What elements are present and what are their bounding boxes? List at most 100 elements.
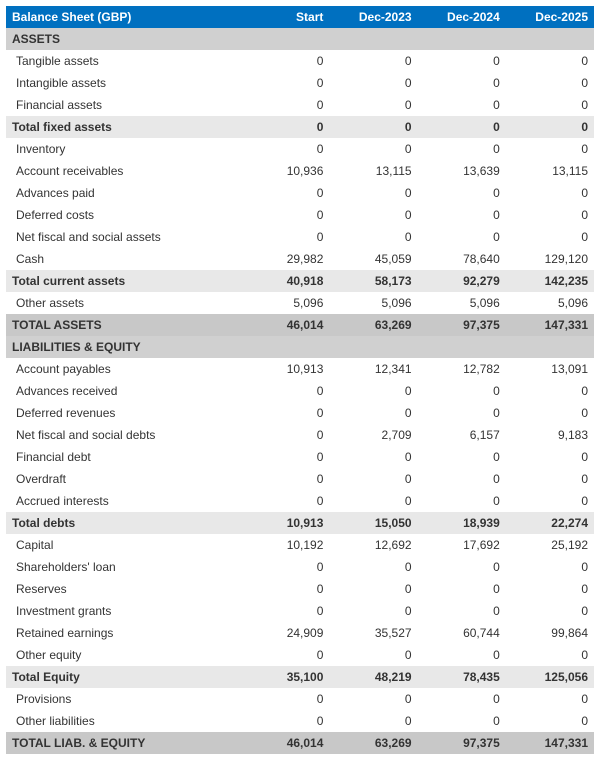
row-value: 0 xyxy=(418,446,506,468)
row-value: 0 xyxy=(418,490,506,512)
row-label: Account receivables xyxy=(6,160,241,182)
row-value: 12,341 xyxy=(329,358,417,380)
row-value: 0 xyxy=(418,50,506,72)
row-value: 60,744 xyxy=(418,622,506,644)
row-label: Intangible assets xyxy=(6,72,241,94)
row-value: 0 xyxy=(418,468,506,490)
row-value xyxy=(506,28,594,50)
row-value: 25,192 xyxy=(506,534,594,556)
row-label: Net fiscal and social debts xyxy=(6,424,241,446)
row-value: 9,183 xyxy=(506,424,594,446)
row-value: 45,059 xyxy=(329,248,417,270)
row-value: 15,050 xyxy=(329,512,417,534)
row-value: 0 xyxy=(506,688,594,710)
row-value: 0 xyxy=(418,116,506,138)
row-value: 13,091 xyxy=(506,358,594,380)
row-value: 0 xyxy=(506,578,594,600)
row-value: 0 xyxy=(506,380,594,402)
row-value: 0 xyxy=(418,94,506,116)
row-value: 0 xyxy=(418,380,506,402)
row-value: 0 xyxy=(506,138,594,160)
row-value: 125,056 xyxy=(506,666,594,688)
row-value: 0 xyxy=(329,182,417,204)
row-value: 5,096 xyxy=(241,292,329,314)
row-label: Advances received xyxy=(6,380,241,402)
row-value: 18,939 xyxy=(418,512,506,534)
row-value: 35,100 xyxy=(241,666,329,688)
row-value: 29,982 xyxy=(241,248,329,270)
row-value: 13,115 xyxy=(506,160,594,182)
row-label: Cash xyxy=(6,248,241,270)
row-label: Shareholders' loan xyxy=(6,556,241,578)
row-label: Total current assets xyxy=(6,270,241,292)
row-label: Total debts xyxy=(6,512,241,534)
row-label: Capital xyxy=(6,534,241,556)
table-row: Intangible assets0000 xyxy=(6,72,594,94)
row-value: 0 xyxy=(506,94,594,116)
table-row: Total Equity35,10048,21978,435125,056 xyxy=(6,666,594,688)
row-value: 0 xyxy=(329,688,417,710)
table-row: Cash29,98245,05978,640129,120 xyxy=(6,248,594,270)
table-row: Inventory0000 xyxy=(6,138,594,160)
table-row: Net fiscal and social assets0000 xyxy=(6,226,594,248)
table-row: Total debts10,91315,05018,93922,274 xyxy=(6,512,594,534)
row-value: 0 xyxy=(241,116,329,138)
row-value: 0 xyxy=(506,226,594,248)
row-label: Other assets xyxy=(6,292,241,314)
row-value: 12,782 xyxy=(418,358,506,380)
row-value: 10,192 xyxy=(241,534,329,556)
table-row: Account payables10,91312,34112,78213,091 xyxy=(6,358,594,380)
row-value: 5,096 xyxy=(329,292,417,314)
row-value: 0 xyxy=(418,138,506,160)
row-value: 0 xyxy=(241,402,329,424)
table-row: Total fixed assets0000 xyxy=(6,116,594,138)
row-value: 0 xyxy=(241,446,329,468)
row-value: 0 xyxy=(418,644,506,666)
table-row: Retained earnings24,90935,52760,74499,86… xyxy=(6,622,594,644)
table-row: Reserves0000 xyxy=(6,578,594,600)
row-value: 63,269 xyxy=(329,732,417,754)
row-value: 129,120 xyxy=(506,248,594,270)
row-value: 0 xyxy=(241,204,329,226)
table-row: TOTAL LIAB. & EQUITY46,01463,26997,37514… xyxy=(6,732,594,754)
row-value: 17,692 xyxy=(418,534,506,556)
row-value: 0 xyxy=(241,94,329,116)
table-row: Financial debt0000 xyxy=(6,446,594,468)
row-value: 0 xyxy=(241,50,329,72)
row-value: 63,269 xyxy=(329,314,417,336)
row-value: 0 xyxy=(329,710,417,732)
row-value: 13,639 xyxy=(418,160,506,182)
row-value: 147,331 xyxy=(506,732,594,754)
row-value: 0 xyxy=(506,644,594,666)
row-value: 10,913 xyxy=(241,358,329,380)
row-label: Deferred revenues xyxy=(6,402,241,424)
row-value: 0 xyxy=(241,490,329,512)
row-value: 0 xyxy=(241,468,329,490)
row-value: 0 xyxy=(506,50,594,72)
row-value: 0 xyxy=(241,644,329,666)
row-value: 0 xyxy=(329,468,417,490)
row-value: 0 xyxy=(329,402,417,424)
row-label: Inventory xyxy=(6,138,241,160)
table-row: Shareholders' loan0000 xyxy=(6,556,594,578)
row-value: 0 xyxy=(241,138,329,160)
header-col-2: Dec-2024 xyxy=(418,6,506,28)
table-body: ASSETSTangible assets0000Intangible asse… xyxy=(6,28,594,754)
row-value: 0 xyxy=(506,72,594,94)
row-value: 0 xyxy=(329,94,417,116)
table-row: Tangible assets0000 xyxy=(6,50,594,72)
table-row: Account receivables10,93613,11513,63913,… xyxy=(6,160,594,182)
row-label: Financial debt xyxy=(6,446,241,468)
row-value xyxy=(241,28,329,50)
row-value: 0 xyxy=(241,556,329,578)
table-row: ASSETS xyxy=(6,28,594,50)
row-value: 92,279 xyxy=(418,270,506,292)
row-label: Advances paid xyxy=(6,182,241,204)
row-label: Accrued interests xyxy=(6,490,241,512)
table-row: Deferred revenues0000 xyxy=(6,402,594,424)
row-value: 97,375 xyxy=(418,732,506,754)
table-row: Other assets5,0965,0965,0965,096 xyxy=(6,292,594,314)
header-col-0: Start xyxy=(241,6,329,28)
row-value: 46,014 xyxy=(241,314,329,336)
row-value xyxy=(506,336,594,358)
